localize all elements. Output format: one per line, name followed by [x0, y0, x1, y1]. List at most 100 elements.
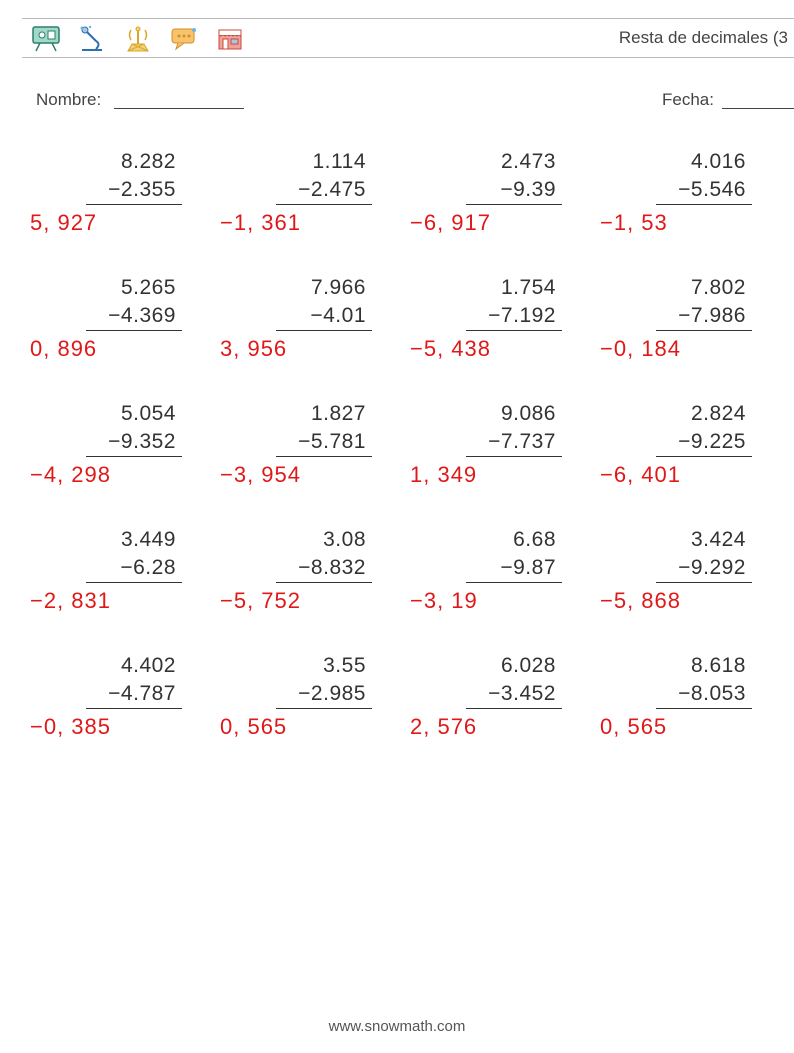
rule-line: [466, 456, 562, 457]
rule-line: [656, 330, 752, 331]
problem: 3.55 −2.985 0, 565: [220, 644, 410, 770]
subtrahend: −8.832: [298, 556, 366, 580]
toolbar: Resta de decimales (3: [22, 18, 794, 58]
rule-line: [276, 582, 372, 583]
subtrahend: −4.787: [108, 682, 176, 706]
name-blank[interactable]: [114, 108, 244, 109]
problem: 8.282 −2.355 5, 927: [30, 140, 220, 266]
answer: 1, 349: [410, 462, 477, 488]
problem: 4.016−5.546−1, 53: [600, 140, 790, 266]
subtrahend: −2.985: [298, 682, 366, 706]
board-icon[interactable]: [28, 22, 64, 54]
answer: −3, 954: [220, 462, 301, 488]
rule-line: [86, 582, 182, 583]
subtrahend: −9.352: [108, 430, 176, 454]
problem: 3.449 −6.28 −2, 831: [30, 518, 220, 644]
minuend: 1.114: [313, 150, 367, 174]
problem: 4.402 −4.787 −0, 385: [30, 644, 220, 770]
subtrahend: −9.87: [500, 556, 556, 580]
answer: −0, 184: [600, 336, 681, 362]
footer-url: www.snowmath.com: [0, 1018, 794, 1035]
answer: −0, 385: [30, 714, 111, 740]
rule-line: [466, 582, 562, 583]
problem: 6.028 −3.452 2, 576: [410, 644, 600, 770]
subtrahend: −7.192: [488, 304, 556, 328]
rule-line: [466, 708, 562, 709]
answer: −5, 752: [220, 588, 301, 614]
minuend: 3.55: [323, 654, 366, 678]
rule-line: [656, 456, 752, 457]
minuend: 6.028: [501, 654, 556, 678]
minuend: 7.966: [311, 276, 366, 300]
answer: −4, 298: [30, 462, 111, 488]
problem: 6.68 −9.87 −3, 19: [410, 518, 600, 644]
problem-grid: 8.282 −2.355 5, 927 1.114 −2.475 −1, 361 2.473…: [30, 140, 794, 770]
subtrahend: −9.225: [678, 430, 746, 454]
rule-line: [276, 708, 372, 709]
subtrahend: −5.546: [678, 178, 746, 202]
name-label: Nombre:: [36, 90, 101, 110]
problem: 5.054 −9.352 −4, 298: [30, 392, 220, 518]
answer: −2, 831: [30, 588, 111, 614]
minuend: 3.424: [691, 528, 746, 552]
answer: −3, 19: [410, 588, 478, 614]
subtrahend: −2.475: [298, 178, 366, 202]
microscope-icon[interactable]: [74, 22, 110, 54]
minuend: 7.802: [691, 276, 746, 300]
problem: 3.08−8.832−5, 752: [220, 518, 410, 644]
problem: 7.802−7.986−0, 184: [600, 266, 790, 392]
minuend: 6.68: [513, 528, 556, 552]
subtrahend: −6.28: [120, 556, 176, 580]
rule-line: [86, 330, 182, 331]
problem: 2.473−9.39−6, 917: [410, 140, 600, 266]
minuend: 8.282: [121, 150, 176, 174]
answer: 0, 565: [220, 714, 287, 740]
rule-line: [466, 330, 562, 331]
subtrahend: −7.737: [488, 430, 556, 454]
subtrahend: −9.292: [678, 556, 746, 580]
minuend: 1.754: [501, 276, 556, 300]
shop-icon[interactable]: [212, 22, 248, 54]
problem: 8.618−8.0530, 565: [600, 644, 790, 770]
date-blank[interactable]: [722, 108, 794, 109]
date-label: Fecha:: [662, 90, 714, 110]
rule-line: [656, 204, 752, 205]
minuend: 3.449: [121, 528, 176, 552]
toolbar-icons: [28, 22, 248, 54]
answer: 3, 956: [220, 336, 287, 362]
minuend: 4.402: [121, 654, 176, 678]
problem: 1.114 −2.475 −1, 361: [220, 140, 410, 266]
rule-line: [656, 582, 752, 583]
rule-line: [86, 456, 182, 457]
subtrahend: −2.355: [108, 178, 176, 202]
answer: 2, 576: [410, 714, 477, 740]
answer: 5, 927: [30, 210, 97, 236]
answer: 0, 896: [30, 336, 97, 362]
antenna-icon[interactable]: [120, 22, 156, 54]
rule-line: [276, 204, 372, 205]
answer: −6, 401: [600, 462, 681, 488]
problem: 2.824−9.225−6, 401: [600, 392, 790, 518]
subtrahend: −4.369: [108, 304, 176, 328]
minuend: 4.016: [691, 150, 746, 174]
problem: 1.827−5.781−3, 954: [220, 392, 410, 518]
subtrahend: −4.01: [310, 304, 366, 328]
rule-line: [86, 708, 182, 709]
answer: −6, 917: [410, 210, 491, 236]
problem: 5.265 −4.369 0, 896: [30, 266, 220, 392]
answer: 0, 565: [600, 714, 667, 740]
minuend: 2.473: [501, 150, 556, 174]
rule-line: [276, 330, 372, 331]
rule-line: [276, 456, 372, 457]
chat-icon[interactable]: [166, 22, 202, 54]
subtrahend: −5.781: [298, 430, 366, 454]
minuend: 5.265: [121, 276, 176, 300]
worksheet-title: Resta de decimales (3: [619, 28, 788, 48]
problem: 1.754−7.192−5, 438: [410, 266, 600, 392]
problem: 7.966 −4.01 3, 956: [220, 266, 410, 392]
header-line: Nombre: Fecha:: [36, 90, 794, 116]
subtrahend: −3.452: [488, 682, 556, 706]
rule-line: [86, 204, 182, 205]
answer: −1, 361: [220, 210, 301, 236]
minuend: 5.054: [121, 402, 176, 426]
